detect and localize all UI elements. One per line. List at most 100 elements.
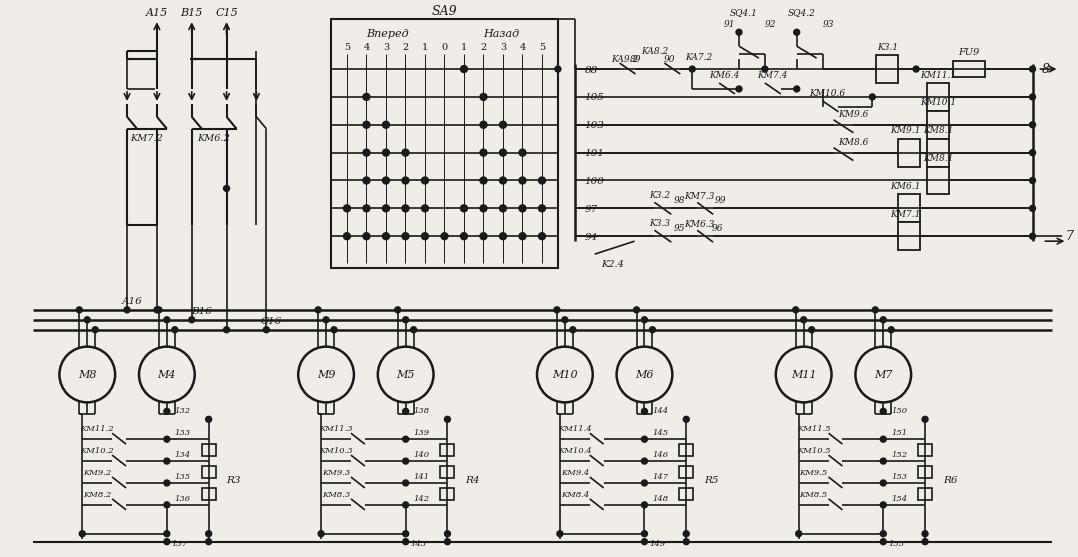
Text: KM9.5: KM9.5 xyxy=(800,469,828,477)
Text: 91: 91 xyxy=(723,20,735,29)
Circle shape xyxy=(206,539,211,545)
Text: KM9.4: KM9.4 xyxy=(561,469,589,477)
Text: M11: M11 xyxy=(791,369,816,379)
Circle shape xyxy=(872,307,879,313)
Text: KA7.2: KA7.2 xyxy=(686,52,713,62)
Circle shape xyxy=(634,307,639,313)
Circle shape xyxy=(171,327,178,333)
Circle shape xyxy=(363,121,370,128)
Circle shape xyxy=(421,233,428,240)
Circle shape xyxy=(480,94,487,100)
Text: 103: 103 xyxy=(584,121,605,130)
Text: 101: 101 xyxy=(584,149,605,158)
Circle shape xyxy=(480,233,487,240)
Circle shape xyxy=(499,121,507,128)
Text: Вперед: Вперед xyxy=(367,29,409,39)
Circle shape xyxy=(124,307,130,313)
Text: 94: 94 xyxy=(584,233,598,242)
Circle shape xyxy=(856,346,911,402)
Text: 4: 4 xyxy=(520,43,526,52)
Bar xyxy=(441,488,455,500)
Text: 0: 0 xyxy=(441,43,447,52)
Circle shape xyxy=(460,233,468,240)
Text: KM8.6: KM8.6 xyxy=(839,138,869,147)
Text: 155: 155 xyxy=(888,540,904,548)
Circle shape xyxy=(519,205,526,212)
Circle shape xyxy=(206,531,211,537)
Text: 98: 98 xyxy=(674,196,685,205)
Text: 154: 154 xyxy=(892,495,908,503)
Text: K3.3: K3.3 xyxy=(649,219,671,228)
Circle shape xyxy=(562,317,568,323)
Circle shape xyxy=(363,233,370,240)
Circle shape xyxy=(93,327,98,333)
Bar xyxy=(918,488,932,500)
Circle shape xyxy=(441,233,448,240)
Text: R4: R4 xyxy=(466,476,480,486)
Bar xyxy=(202,466,216,478)
Circle shape xyxy=(683,416,689,422)
Circle shape xyxy=(808,327,815,333)
Circle shape xyxy=(736,86,742,92)
Circle shape xyxy=(480,149,487,156)
Circle shape xyxy=(1029,233,1036,239)
Circle shape xyxy=(383,205,389,212)
Text: 134: 134 xyxy=(175,451,191,459)
Circle shape xyxy=(762,66,768,72)
Text: 88: 88 xyxy=(584,66,598,75)
Circle shape xyxy=(539,205,545,212)
Text: 141: 141 xyxy=(414,473,430,481)
Text: Назад: Назад xyxy=(483,29,520,39)
Circle shape xyxy=(539,177,545,184)
Circle shape xyxy=(922,539,928,545)
Text: 5: 5 xyxy=(539,43,545,52)
Circle shape xyxy=(519,177,526,184)
Bar xyxy=(927,111,949,139)
Circle shape xyxy=(363,94,370,100)
Circle shape xyxy=(403,539,409,545)
Circle shape xyxy=(323,317,329,323)
Circle shape xyxy=(164,480,170,486)
Bar xyxy=(927,83,949,111)
Circle shape xyxy=(383,121,389,128)
Circle shape xyxy=(519,149,526,156)
Circle shape xyxy=(299,346,354,402)
Text: 137: 137 xyxy=(171,540,188,548)
Circle shape xyxy=(164,436,170,442)
Circle shape xyxy=(881,480,886,486)
Text: R6: R6 xyxy=(943,476,957,486)
Circle shape xyxy=(922,416,928,422)
Circle shape xyxy=(444,416,451,422)
Circle shape xyxy=(403,317,409,323)
Circle shape xyxy=(460,66,468,72)
Text: 4: 4 xyxy=(363,43,370,52)
Bar xyxy=(927,139,949,167)
Text: M6: M6 xyxy=(635,369,653,379)
Circle shape xyxy=(499,233,507,240)
Circle shape xyxy=(881,317,886,323)
Circle shape xyxy=(164,317,170,323)
Circle shape xyxy=(683,531,689,537)
Text: KM9.1: KM9.1 xyxy=(890,126,921,135)
Text: 145: 145 xyxy=(652,429,668,437)
Text: KM6.4: KM6.4 xyxy=(709,71,740,80)
Text: 2: 2 xyxy=(402,43,409,52)
Circle shape xyxy=(1029,94,1036,100)
Circle shape xyxy=(480,205,487,212)
Circle shape xyxy=(570,327,576,333)
Text: 3: 3 xyxy=(383,43,389,52)
Circle shape xyxy=(411,327,416,333)
Circle shape xyxy=(403,531,409,537)
Circle shape xyxy=(881,531,886,537)
Circle shape xyxy=(1029,150,1036,155)
Text: KM6.3: KM6.3 xyxy=(685,220,715,229)
Text: 143: 143 xyxy=(411,540,427,548)
Text: KM8.2: KM8.2 xyxy=(83,491,111,499)
Text: 152: 152 xyxy=(892,451,908,459)
Circle shape xyxy=(557,531,563,537)
Text: 7: 7 xyxy=(1065,229,1074,243)
Circle shape xyxy=(617,346,673,402)
Circle shape xyxy=(444,531,451,537)
Circle shape xyxy=(402,149,409,156)
Circle shape xyxy=(641,317,648,323)
